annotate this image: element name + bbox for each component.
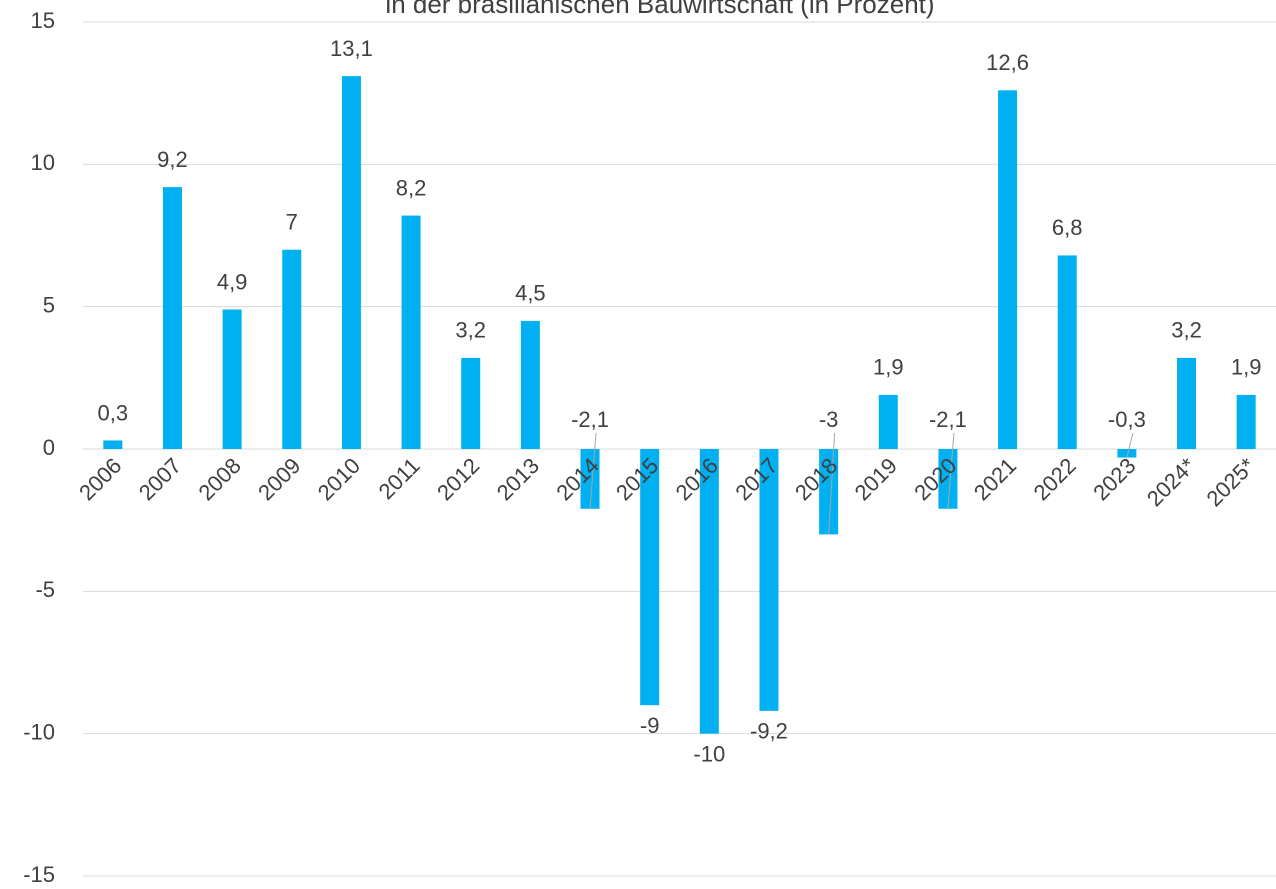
bar — [1057, 255, 1077, 449]
leader-line — [828, 432, 836, 535]
x-tick-label: 2006 — [74, 453, 126, 505]
chart-title: in der brasilianischen Bauwirtschaft (in… — [385, 0, 934, 19]
x-tick-label: 2011 — [374, 453, 425, 504]
data-label: 12,6 — [986, 50, 1029, 75]
data-label: 0,3 — [98, 400, 129, 425]
data-label: 7 — [286, 210, 298, 235]
y-tick-label: 10 — [31, 150, 55, 175]
bar — [699, 449, 719, 734]
data-label: 6,8 — [1052, 215, 1083, 240]
data-label: 13,1 — [330, 36, 373, 61]
bar — [282, 249, 302, 449]
bar — [222, 309, 242, 449]
data-label: -9 — [640, 713, 660, 738]
bar — [162, 187, 182, 449]
bar — [520, 320, 540, 449]
bar — [580, 449, 600, 509]
leader-line — [589, 432, 597, 509]
x-tick-label: 2010 — [313, 453, 365, 505]
bar — [759, 449, 779, 711]
x-tick-label: 2024* — [1142, 453, 1201, 512]
bar — [1117, 449, 1137, 458]
data-label: 3,2 — [1171, 318, 1202, 343]
data-label: -9,2 — [750, 719, 788, 744]
x-tick-label: 2023 — [1088, 453, 1140, 505]
data-label: -3 — [819, 407, 839, 432]
data-label: 4,9 — [217, 269, 248, 294]
data-label: 3,2 — [455, 318, 486, 343]
bar — [640, 449, 660, 706]
x-tick-label: 2008 — [193, 453, 245, 505]
y-tick-label: -10 — [23, 719, 55, 744]
x-tick-label: 2007 — [134, 453, 186, 505]
data-label: 9,2 — [157, 147, 188, 172]
y-tick-label: 15 — [31, 8, 55, 33]
leader-line — [947, 432, 955, 509]
data-label: 8,2 — [396, 175, 427, 200]
x-tick-label: 2009 — [253, 453, 305, 505]
x-tick-label: 2012 — [432, 453, 484, 505]
x-tick-label: 2021 — [969, 453, 1021, 505]
data-label: 1,9 — [873, 355, 904, 380]
y-tick-label: 5 — [43, 292, 55, 317]
bar — [401, 215, 421, 449]
bar — [103, 440, 123, 449]
data-label: 4,5 — [515, 281, 546, 306]
bar — [1236, 394, 1256, 449]
y-tick-label: 0 — [43, 435, 55, 460]
data-label: 1,9 — [1231, 355, 1262, 380]
x-tick-label: 2025* — [1201, 453, 1260, 512]
bar — [878, 394, 898, 449]
y-tick-label: -15 — [23, 862, 55, 887]
bar — [341, 76, 361, 449]
data-label: -0,3 — [1108, 407, 1146, 432]
bar — [998, 90, 1018, 449]
bar — [1177, 357, 1197, 449]
y-tick-label: -5 — [35, 577, 55, 602]
bar — [461, 357, 481, 449]
data-label: -10 — [693, 741, 725, 766]
bar — [819, 449, 839, 535]
x-tick-label: 2013 — [492, 453, 544, 505]
data-label: -2,1 — [929, 407, 967, 432]
x-tick-label: 2022 — [1029, 453, 1081, 505]
x-tick-label: 2019 — [850, 453, 902, 505]
bar — [938, 449, 958, 509]
leader-line — [1126, 432, 1134, 458]
data-label: -2,1 — [571, 407, 609, 432]
